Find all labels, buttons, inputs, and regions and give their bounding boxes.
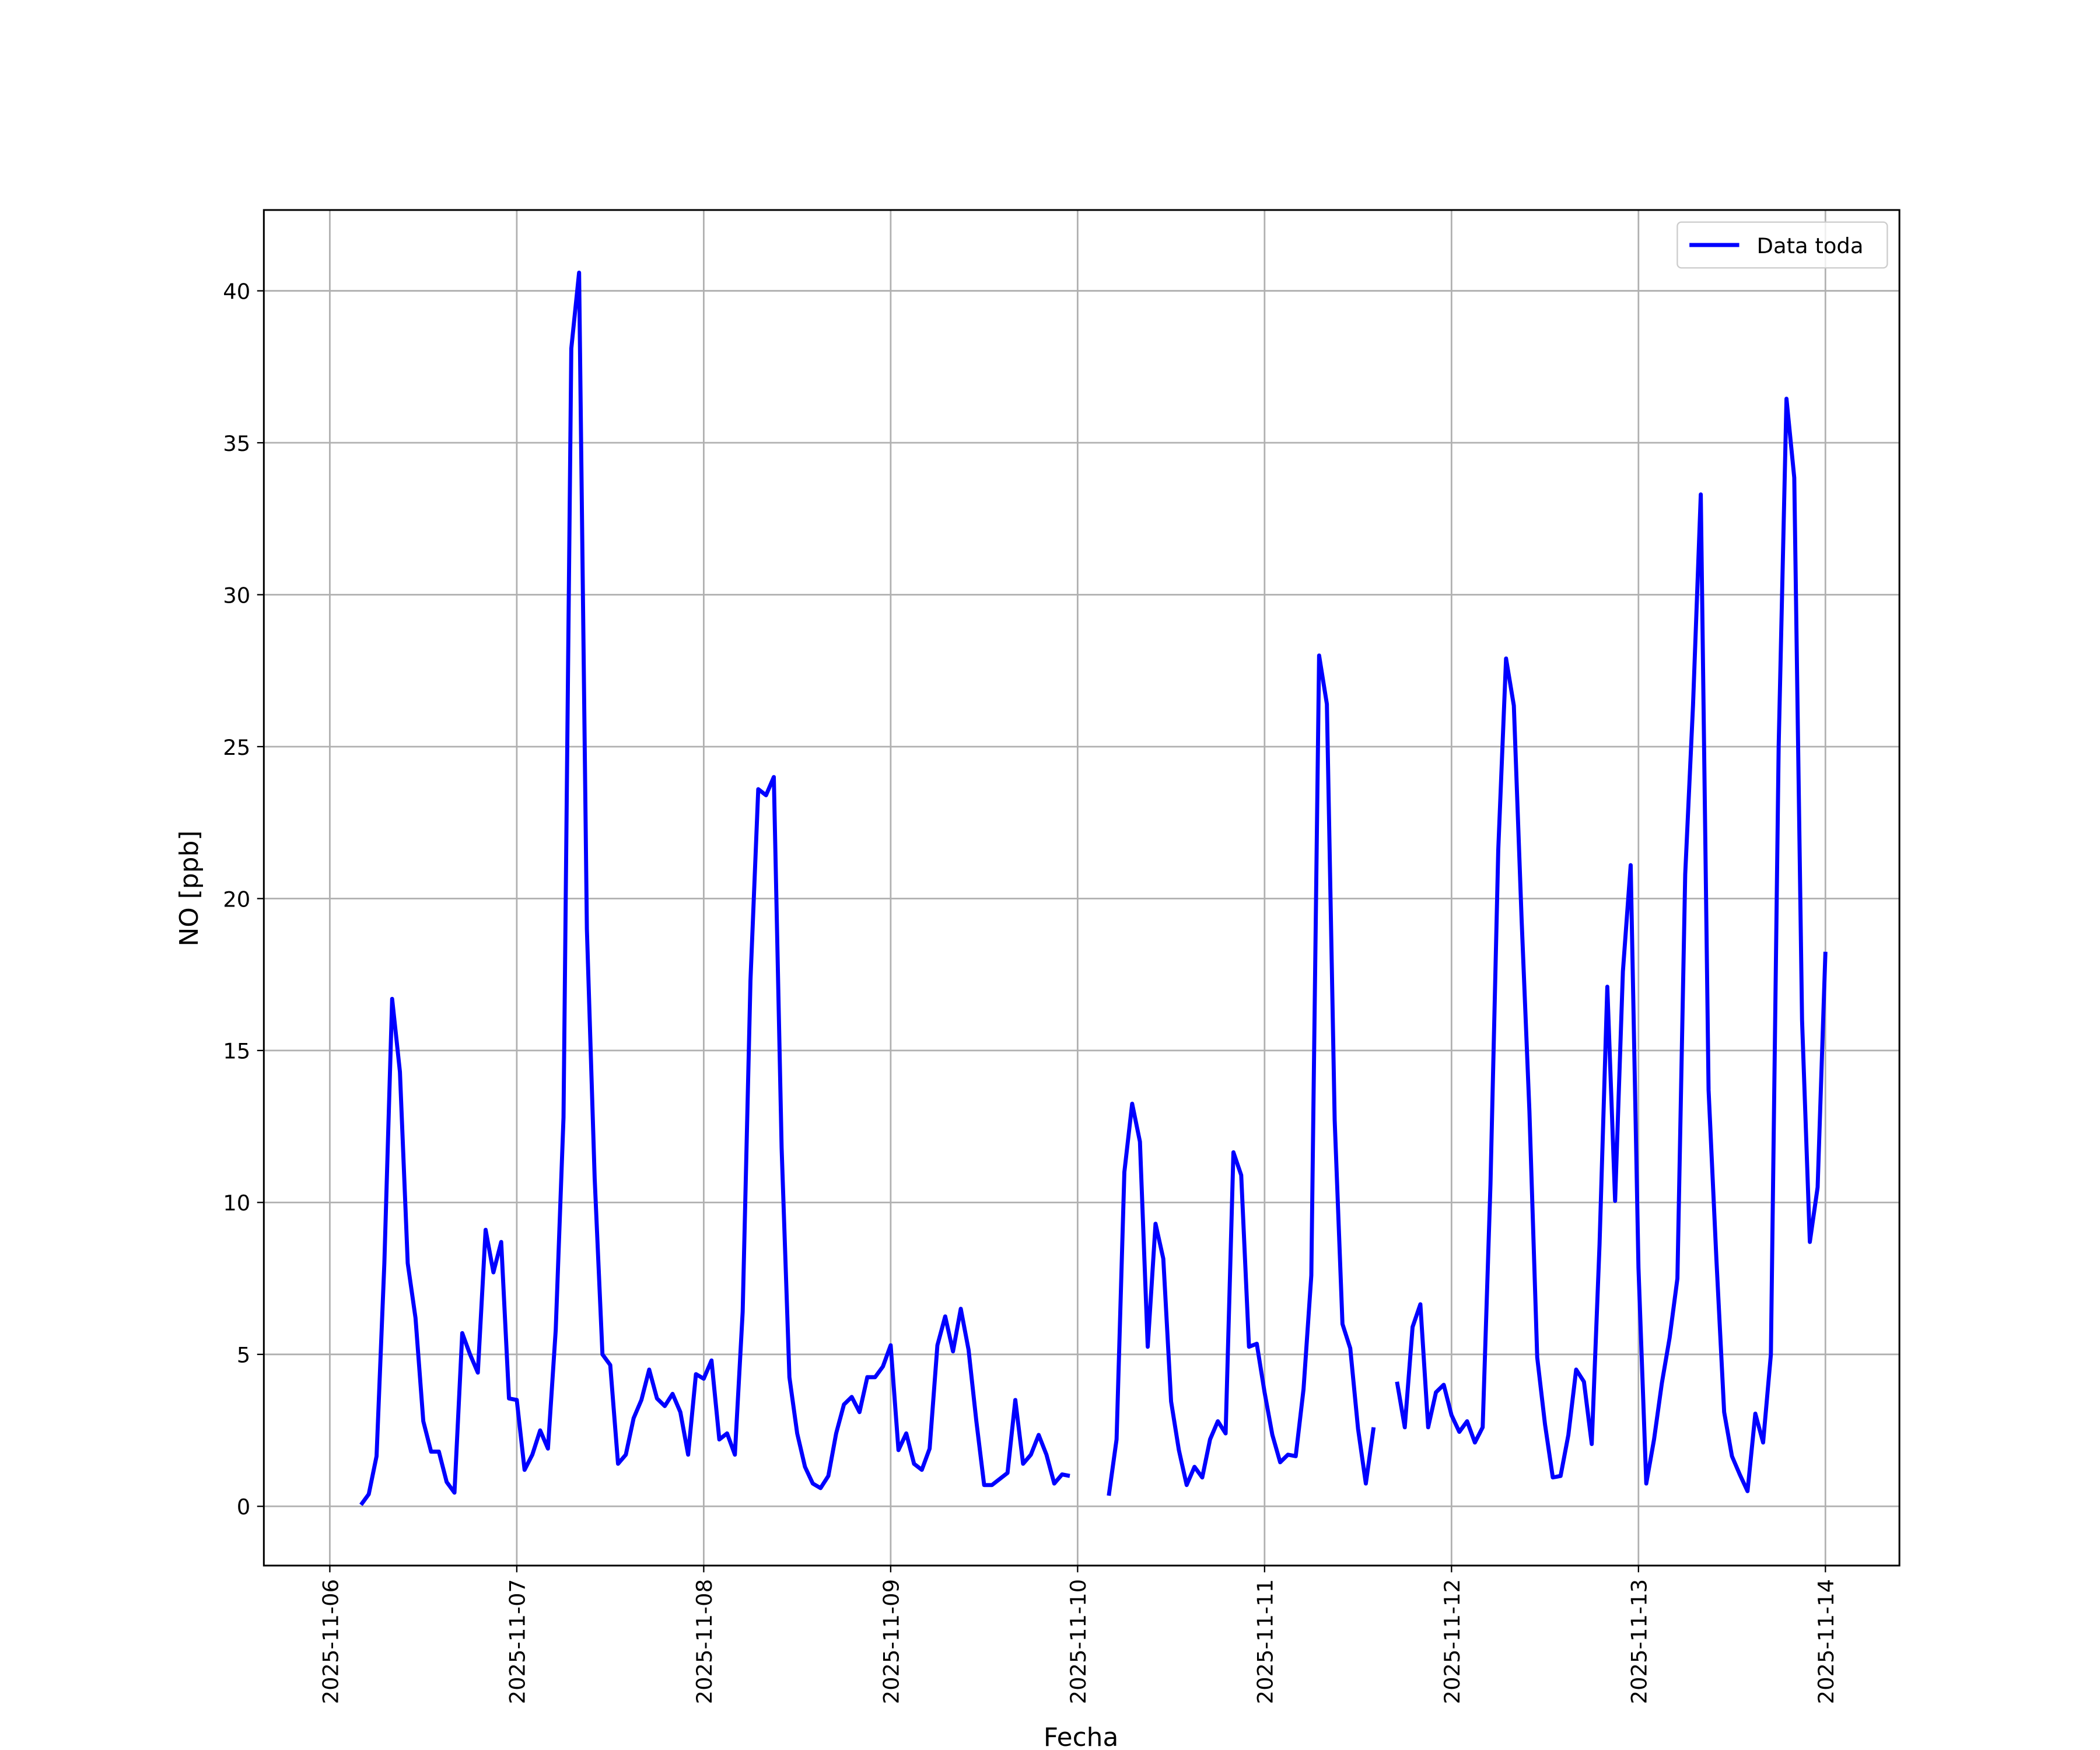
- data-line: [1107, 653, 1376, 1496]
- y-tick-label: 15: [223, 1039, 250, 1064]
- legend-label: Data toda: [1757, 233, 1864, 258]
- data-line: [359, 270, 1070, 1506]
- y-tick-label: 30: [223, 583, 250, 608]
- data-line: [1395, 397, 1828, 1493]
- x-tick-label: 2025-11-13: [1627, 1579, 1652, 1704]
- x-axis-label: Fecha: [1044, 1723, 1119, 1750]
- x-tick-label: 2025-11-14: [1814, 1579, 1839, 1704]
- x-tick-label: 2025-11-06: [318, 1579, 343, 1704]
- x-tick-label: 2025-11-11: [1253, 1579, 1278, 1704]
- y-tick-label: 40: [223, 279, 250, 304]
- x-tick-label: 2025-11-12: [1440, 1579, 1465, 1704]
- y-tick-label: 0: [237, 1494, 250, 1520]
- plot-frame: [262, 209, 1901, 1567]
- y-tick-label: 35: [223, 431, 250, 456]
- legend-box: [1676, 221, 1888, 269]
- y-tick-label: 5: [237, 1343, 250, 1368]
- x-tick-label: 2025-11-08: [692, 1579, 717, 1704]
- x-tick-label: 2025-11-07: [505, 1579, 530, 1704]
- y-axis-label: NO [ppb]: [174, 831, 204, 947]
- y-tick-label: 10: [223, 1191, 250, 1216]
- x-tick-label: 2025-11-10: [1066, 1579, 1091, 1704]
- y-tick-label: 25: [223, 735, 250, 760]
- y-tick-label: 20: [223, 887, 250, 912]
- x-tick-label: 2025-11-09: [879, 1579, 904, 1704]
